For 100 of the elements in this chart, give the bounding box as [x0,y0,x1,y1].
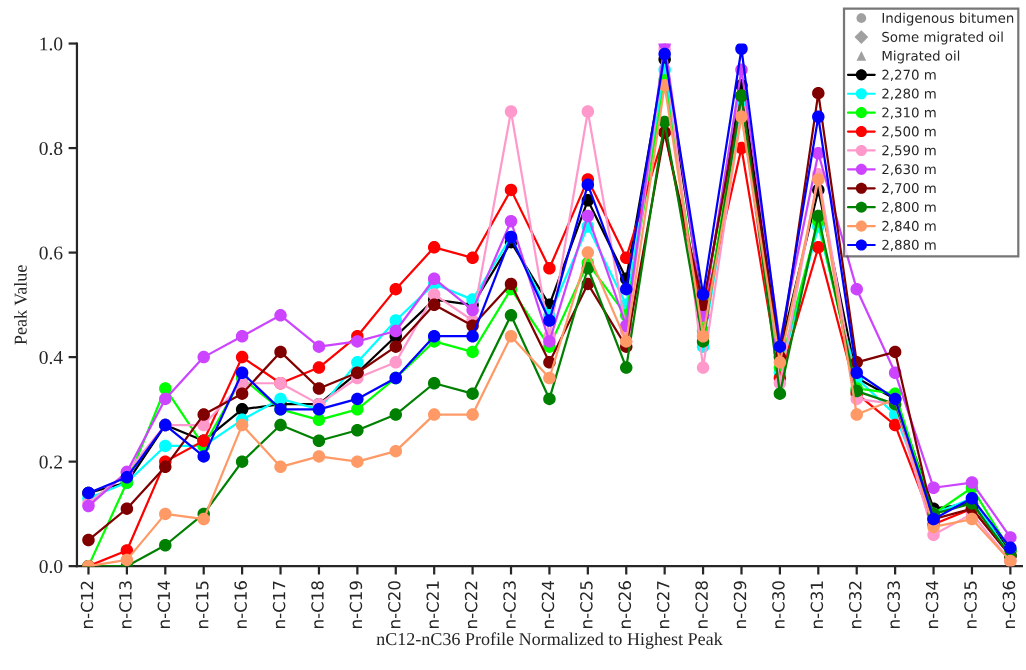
point [427,272,441,285]
x-tick-label: n-C30 [772,581,785,628]
point [274,460,287,474]
point [543,262,556,275]
x-tick-label: n-C27 [656,581,670,628]
x-tick-label: n-C29 [733,581,747,628]
point [351,335,364,348]
point [235,403,249,416]
point [581,209,595,223]
x-tick-label: n-C21 [426,581,440,628]
point [235,455,249,468]
point [504,105,518,118]
point [466,387,479,400]
point [466,408,479,421]
point [927,481,940,495]
point [773,356,787,369]
point [581,246,595,259]
x-tick-label: n-C23 [503,581,516,628]
point [543,392,556,406]
point [120,553,134,567]
point [466,251,479,265]
point [812,209,825,223]
point [696,288,710,301]
point [235,329,249,343]
point [159,439,172,453]
x-tick-label: n-C16 [234,581,247,628]
y-tick-label: 0.0 [39,559,63,574]
point [312,361,326,374]
point [812,86,825,100]
x-tick-label: n-C24 [541,580,555,628]
point [82,533,95,547]
point [235,350,249,364]
point [581,105,595,118]
point [888,418,902,432]
point [620,361,633,374]
point [159,539,172,552]
x-tick-label: n-C35 [964,581,977,628]
point [351,356,364,369]
point [696,361,710,374]
point [965,476,979,489]
point [197,408,210,421]
x-tick-label: n-C34 [925,580,939,628]
point [735,43,748,56]
point [888,345,902,359]
y-tick-label: 0.4 [39,350,63,365]
point [850,366,863,380]
y-tick-label: 0.2 [39,455,62,469]
point [389,340,403,353]
x-tick-label: n-C20 [388,581,401,628]
point [312,413,326,427]
point [850,408,863,421]
point [274,345,287,359]
point [427,329,441,343]
x-tick-label: n-C28 [695,581,708,628]
point [159,460,172,474]
point [543,371,556,385]
point [504,309,518,322]
x-tick-label: n-C32 [848,581,862,628]
point [389,282,403,296]
point [274,418,287,432]
point [197,450,210,463]
point [620,282,633,296]
point [658,47,671,61]
point [427,298,441,312]
y-axis-title: Peak Value [14,265,27,345]
x-tick-label: n-C33 [887,581,900,628]
point [235,387,249,400]
point [504,329,518,343]
point [120,471,134,484]
x-tick-label: n-C25 [580,581,593,628]
point [159,392,172,406]
point [581,178,595,191]
point [620,335,633,348]
point [735,110,748,123]
point [812,173,825,186]
x-tick-label: n-C14 [157,580,171,628]
x-tick-label: n-C19 [349,581,363,628]
point [427,288,441,301]
point [466,345,479,359]
point [312,450,326,463]
point [389,444,403,458]
point [773,340,787,353]
point [274,309,287,322]
x-tick-label: n-C17 [272,581,286,628]
point [120,502,134,515]
point [504,183,518,197]
point [351,424,364,437]
point [427,408,441,421]
point [389,356,403,369]
point [197,512,210,526]
point [850,282,863,296]
point [466,303,479,317]
x-tick-label: n-C18 [311,581,324,628]
point [466,329,479,343]
x-tick-label: n-C13 [119,581,132,628]
y-tick-label: 0.6 [39,246,63,260]
x-tick-label: n-C12 [80,581,94,628]
point [427,241,441,254]
x-tick-label: n-C26 [618,581,632,628]
point [696,329,710,343]
